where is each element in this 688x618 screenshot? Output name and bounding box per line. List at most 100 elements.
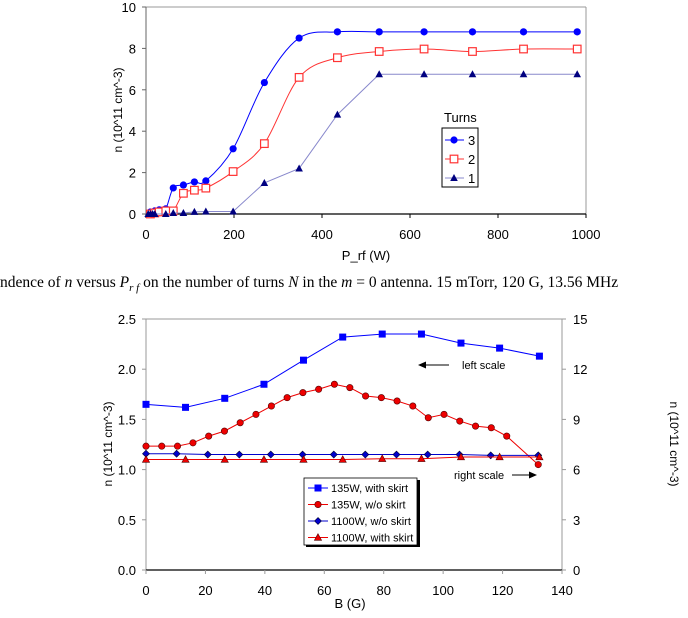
legend-marker: [313, 533, 323, 541]
data-point: [339, 333, 347, 341]
data-point-turns-1: [333, 110, 342, 118]
data-point-turns-1: [468, 70, 477, 78]
data-point: [181, 455, 190, 463]
legend-label: 1100W, with skirt: [331, 533, 413, 545]
left-scale-arrowhead: [418, 361, 426, 369]
data-point-turns-3: [573, 28, 581, 36]
data-point: [260, 380, 268, 388]
data-point-turns-1: [169, 208, 178, 216]
data-point: [503, 432, 511, 440]
right-y-axis-label: n (10^11 cm^-3): [667, 401, 681, 486]
right-y-tick-label: 15: [573, 312, 587, 327]
legend-marker: [450, 174, 458, 181]
right-scale-arrowhead: [529, 471, 537, 479]
data-point-turns-1: [260, 178, 269, 186]
x-tick-label: 200: [223, 227, 245, 242]
data-point: [535, 352, 543, 360]
data-point: [423, 450, 432, 459]
y-tick-label: 2.5: [118, 312, 136, 327]
x-tick-label: 1000: [572, 227, 601, 242]
chart-bottom: 0.0 0.5 1.0 1.5 2.0 2.5 0 3 6 9 12 15 0 20 40 60 80 100 12…: [101, 312, 681, 611]
data-point-turns-2: [572, 44, 582, 54]
y-tick-label: 0: [129, 207, 136, 222]
x-tick-label: 0: [142, 227, 149, 242]
data-point-turns-1: [519, 70, 528, 78]
data-point: [221, 394, 229, 402]
data-point-turns-3: [333, 28, 341, 36]
data-point: [378, 454, 387, 462]
legend-marker: [449, 154, 459, 164]
data-point: [409, 402, 417, 410]
y-axis-label: n (10^11 cm^-3): [111, 67, 125, 152]
legend-marker: [450, 136, 458, 144]
data-point: [252, 410, 260, 418]
data-point-turns-1: [162, 210, 170, 217]
caption-subscript: r f: [129, 282, 140, 295]
data-point: [534, 461, 542, 469]
data-point: [456, 417, 464, 425]
legend-box: [441, 127, 479, 188]
data-point-turns-2: [419, 44, 429, 54]
data-point-turns-2: [468, 47, 477, 56]
data-point-turns-2: [228, 167, 238, 176]
data-point: [283, 394, 291, 402]
right-y-tick-label: 3: [573, 513, 580, 528]
data-point: [205, 432, 213, 440]
data-point: [487, 424, 495, 432]
data-point: [299, 389, 307, 397]
data-point-turns-3: [190, 178, 198, 186]
data-point: [315, 385, 323, 393]
data-point-turns-1: [295, 164, 303, 172]
data-point: [535, 452, 544, 461]
data-point: [142, 442, 150, 450]
data-point: [141, 455, 151, 463]
legend-marker: [314, 517, 322, 525]
caption-var-N: N: [288, 274, 299, 291]
right-y-tick-label: 6: [573, 463, 580, 478]
figure-caption: ndence of n versus Pr f on the number of…: [0, 274, 618, 295]
x-axis-label: B (G): [334, 596, 365, 611]
caption-text: on the number of turns: [139, 274, 289, 291]
data-point: [189, 439, 197, 447]
x-tick-label: 400: [311, 227, 333, 242]
legend-marker: [314, 500, 322, 508]
data-point-turns-2: [259, 139, 269, 149]
data-point: [259, 455, 269, 463]
data-point: [142, 400, 150, 408]
data-point: [472, 422, 480, 430]
data-point: [417, 454, 426, 462]
left-scale-annotation: left scale: [462, 360, 505, 372]
legend-label: 2: [468, 152, 475, 167]
data-point-turns-3: [375, 28, 383, 36]
caption-text: = 0 antenna. 15 mTorr, 120 G, 13.56 MHz: [352, 274, 619, 291]
x-tick-label: 800: [487, 227, 509, 242]
legend-label: 1: [468, 171, 475, 186]
data-point: [361, 450, 370, 459]
data-point-turns-3: [420, 28, 428, 36]
data-point-turns-1: [179, 208, 188, 216]
data-point-turns-1: [420, 70, 428, 78]
y-tick-label: 1.0: [118, 463, 136, 478]
right-y-tick-label: 9: [573, 412, 580, 427]
caption-text: in the: [298, 274, 342, 291]
y-tick-label: 0.0: [118, 563, 136, 578]
data-point: [203, 450, 212, 459]
y-tick-label: 4: [129, 124, 136, 139]
data-point: [456, 452, 466, 461]
data-point-turns-2: [201, 183, 211, 193]
data-point-turns-2: [519, 44, 528, 54]
data-point: [267, 402, 275, 410]
data-point: [329, 450, 338, 459]
data-point: [424, 414, 432, 422]
series-line-2: [150, 48, 578, 215]
x-tick-label: 60: [317, 583, 331, 598]
x-tick-label: 120: [492, 583, 514, 598]
data-point: [417, 330, 425, 338]
data-point-turns-3: [468, 28, 477, 36]
x-tick-label: 80: [376, 583, 390, 598]
data-point-turns-3: [169, 184, 177, 192]
y-tick-label: 1.5: [118, 412, 136, 427]
data-point: [338, 455, 347, 463]
legend-marker: [314, 484, 322, 492]
